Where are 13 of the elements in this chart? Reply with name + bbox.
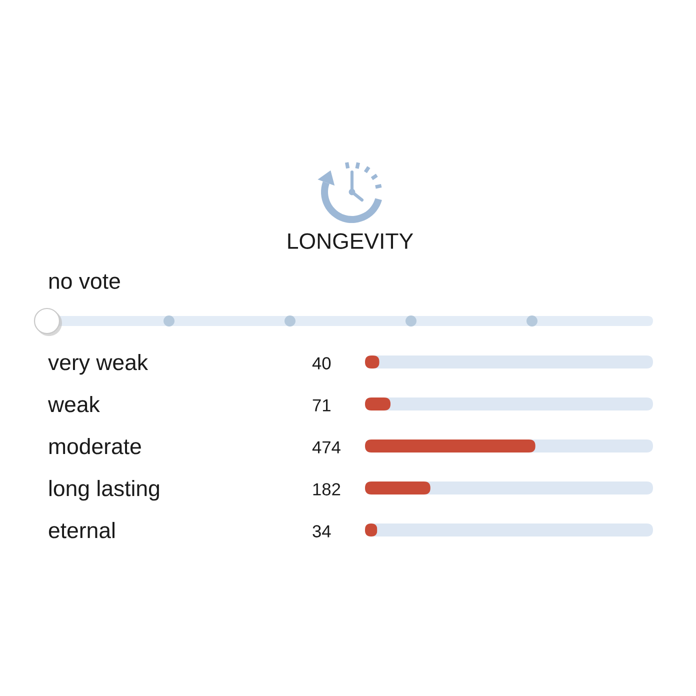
chart-title: LONGEVITY [288,233,414,249]
data-label: 182 [313,483,340,496]
data-label: 34 [312,525,331,538]
data-label: 71 [312,399,330,412]
y-tick-label: weak [48,396,100,412]
y-tick-label: long lasting [49,480,159,501]
text: no vote [49,274,120,289]
y-tick-label: very weak [48,354,148,375]
data-label: 40 [312,357,331,370]
y-tick-label: eternal [48,522,114,538]
bar [365,481,430,495]
data-label: 474 [312,441,340,454]
y-tick-label: moderate [49,438,141,454]
